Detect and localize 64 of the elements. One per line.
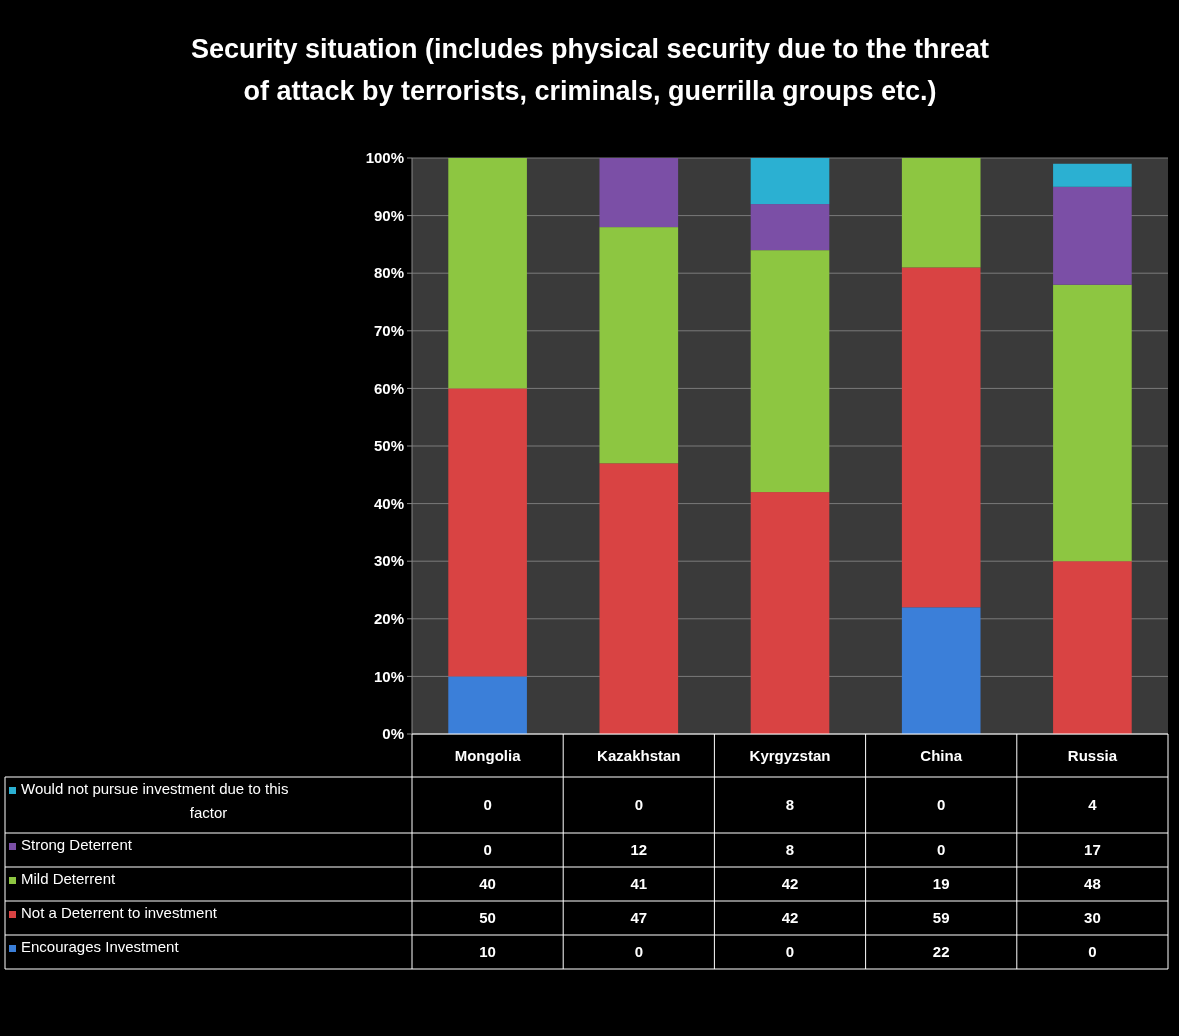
x-tick-label: Kazakhstan bbox=[597, 746, 681, 764]
bar bbox=[1053, 163, 1132, 187]
bar bbox=[750, 204, 830, 251]
data-label: 42 bbox=[781, 909, 799, 927]
data-label: 22 bbox=[932, 943, 950, 961]
bar bbox=[750, 158, 830, 205]
data-label: 0 bbox=[634, 796, 643, 814]
x-tick-label: Mongolia bbox=[454, 746, 522, 764]
data-label: 4 bbox=[1088, 796, 1098, 814]
bar bbox=[599, 227, 679, 464]
y-tick-label: 80% bbox=[373, 264, 404, 282]
bar bbox=[1053, 186, 1132, 285]
data-label: 41 bbox=[630, 875, 648, 893]
data-label: 0 bbox=[634, 943, 643, 961]
y-tick-label: 60% bbox=[373, 379, 404, 397]
data-label: 10 bbox=[479, 943, 496, 961]
data-label: 0 bbox=[937, 841, 946, 859]
data-label: 0 bbox=[483, 841, 492, 859]
legend-label: Encourages Investment bbox=[21, 938, 180, 955]
bar bbox=[448, 388, 527, 677]
data-label: 0 bbox=[483, 796, 492, 814]
data-label: 19 bbox=[932, 875, 950, 893]
data-label: 50 bbox=[479, 909, 496, 927]
bar bbox=[1053, 284, 1132, 562]
bar bbox=[901, 267, 981, 608]
x-tick-label: China bbox=[920, 746, 963, 764]
bar bbox=[448, 158, 527, 389]
y-tick-label: 10% bbox=[373, 667, 404, 685]
bar bbox=[750, 250, 830, 493]
data-label: 48 bbox=[1084, 875, 1101, 893]
bar bbox=[599, 158, 679, 228]
data-label: 8 bbox=[785, 841, 795, 859]
data-label: 59 bbox=[932, 909, 950, 927]
bar bbox=[901, 158, 981, 268]
x-tick-label: Russia bbox=[1067, 746, 1118, 764]
legend-label: Not a Deterrent to investment bbox=[21, 904, 218, 921]
y-tick-label: 100% bbox=[365, 149, 404, 167]
y-tick-label: 40% bbox=[373, 494, 404, 512]
legend-label: Strong Deterrent bbox=[21, 836, 133, 853]
data-label: 0 bbox=[1088, 943, 1097, 961]
chart-title: Security situation (includes physical security due to the threat of attack by terrorists, criminals, guerrilla groups etc.) bbox=[190, 34, 990, 106]
y-tick-label: 90% bbox=[373, 206, 404, 224]
y-tick-label: 50% bbox=[373, 437, 404, 455]
data-label: 17 bbox=[1084, 841, 1101, 859]
y-tick-label: 0% bbox=[382, 725, 404, 743]
y-tick-label: 20% bbox=[373, 610, 404, 628]
data-label: 30 bbox=[1084, 909, 1101, 927]
data-label: 40 bbox=[479, 875, 496, 893]
data-label: 8 bbox=[785, 796, 795, 814]
data-label: 47 bbox=[630, 909, 648, 927]
data-label: 0 bbox=[785, 943, 795, 961]
x-tick-label: Kyrgyzstan bbox=[749, 746, 831, 764]
data-label: 0 bbox=[937, 796, 946, 814]
y-tick-label: 30% bbox=[373, 552, 404, 570]
legend-label: Mild Deterrent bbox=[21, 870, 117, 887]
bar bbox=[448, 676, 527, 734]
bar bbox=[750, 492, 830, 734]
data-label: 42 bbox=[781, 875, 799, 893]
data-label: 12 bbox=[630, 841, 648, 859]
bar bbox=[901, 607, 981, 734]
bar bbox=[599, 463, 679, 734]
legend-label: Would not pursue investment due to this factor bbox=[21, 780, 289, 821]
y-tick-label: 70% bbox=[373, 322, 404, 340]
bar bbox=[1053, 561, 1132, 734]
